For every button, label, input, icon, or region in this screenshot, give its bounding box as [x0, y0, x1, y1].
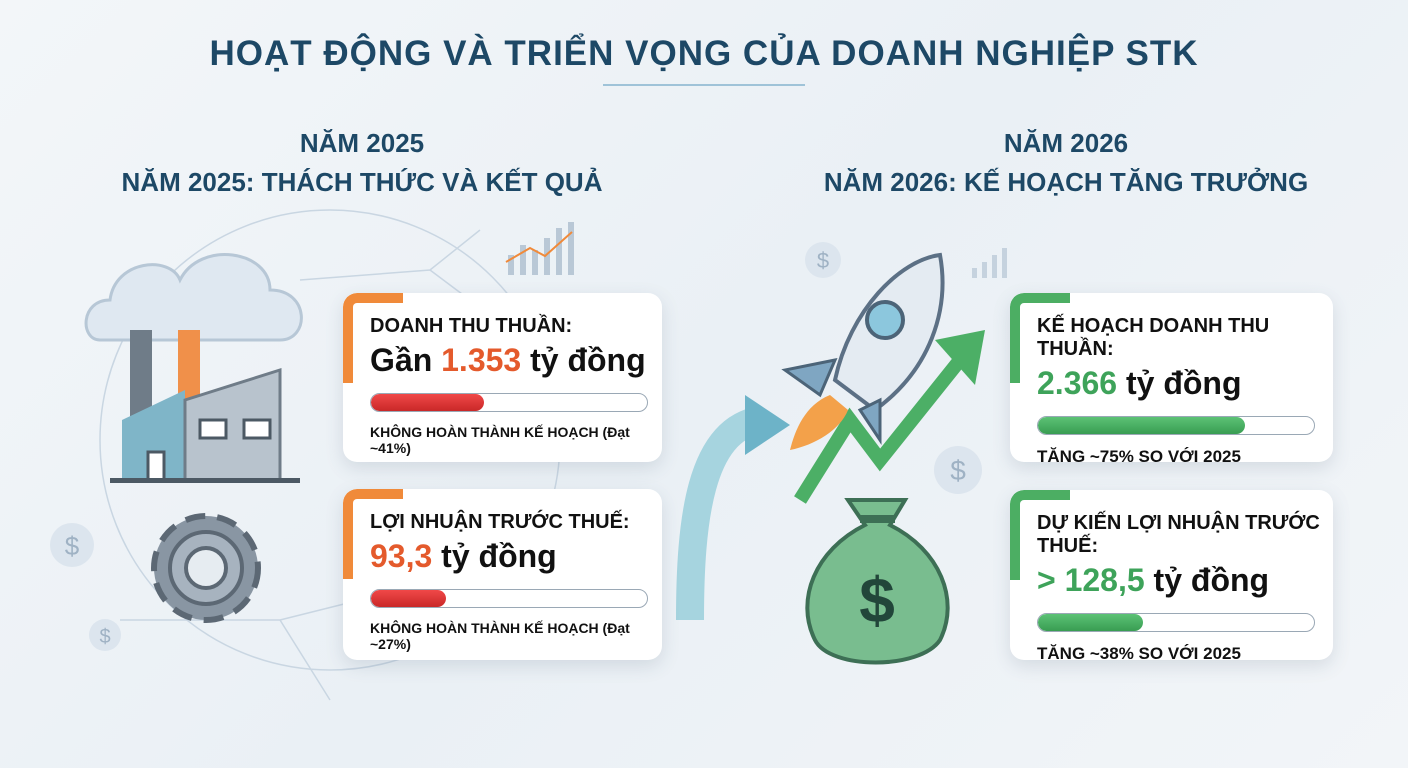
rocket-icon [781, 252, 945, 450]
revenue-2025-card: DOANH THU THUẦN: Gần 1.353 tỷ đồng KHÔNG… [343, 293, 662, 462]
svg-text:$: $ [950, 455, 966, 486]
card-value: Gần 1.353 tỷ đồng [370, 342, 662, 379]
gear-icon [151, 513, 261, 623]
dollar-coin-icon: $ [50, 523, 94, 567]
svg-text:$: $ [99, 626, 110, 648]
progress-fill [1038, 614, 1143, 631]
svg-text:$: $ [859, 564, 895, 636]
card-label: KẾ HOẠCH DOANH THU THUẦN: [1037, 315, 1270, 360]
growth-arrow-icon [794, 330, 985, 504]
card-accent [1010, 293, 1070, 383]
progress-bar [1037, 416, 1315, 435]
value-unit: tỷ đồng [432, 538, 557, 574]
progress-fill [371, 394, 485, 411]
card-label: LỢI NHUẬN TRƯỚC THUẾ: [370, 511, 630, 533]
section-subtitle: NĂM 2026: KẾ HOẠCH TĂNG TRƯỞNG [823, 167, 1309, 197]
profit-2026-card: DỰ KIẾN LỢI NHUẬN TRƯỚC THUẾ: > 128,5 tỷ… [1010, 490, 1333, 660]
svg-text:$: $ [817, 248, 829, 273]
bar-chart-icon [972, 248, 1007, 278]
progress-fill [371, 590, 446, 607]
progress-bar [370, 589, 648, 608]
card-value: 93,3 tỷ đồng [370, 538, 662, 575]
dollar-coin-icon: $ [934, 446, 982, 494]
revenue-2026-card: KẾ HOẠCH DOANH THU THUẦN: 2.366 tỷ đồng … [1010, 293, 1333, 462]
card-value: 2.366 tỷ đồng [1037, 365, 1333, 402]
progress-fill [1038, 417, 1245, 434]
cloud-icon [84, 253, 303, 342]
progress-bar [1037, 613, 1315, 632]
card-label: DỰ KIẾN LỢI NHUẬN TRƯỚC THUẾ: [1037, 512, 1320, 557]
card-note: TĂNG ~75% SO VỚI 2025 [1037, 447, 1241, 462]
section-subtitle: NĂM 2025: THÁCH THỨC VÀ KẾT QUẢ [121, 167, 603, 197]
section-heading-2026: NĂM 2026 NĂM 2026: KẾ HOẠCH TĂNG TRƯỞNG [766, 124, 1366, 202]
bar-chart-icon [505, 222, 574, 275]
card-accent [343, 293, 403, 383]
svg-text:$: $ [65, 531, 80, 561]
card-value: > 128,5 tỷ đồng [1037, 562, 1333, 599]
curved-arrow-icon [676, 395, 790, 621]
section-heading-2025: NĂM 2025 NĂM 2025: THÁCH THỨC VÀ KẾT QUẢ [62, 124, 662, 202]
year-heading: NĂM 2026 [1003, 128, 1129, 158]
page-title: HOẠT ĐỘNG VÀ TRIỂN VỌNG CỦA DOANH NGHIỆP… [209, 34, 1199, 73]
title-underline [603, 84, 805, 86]
progress-bar [370, 393, 648, 412]
card-note: TĂNG ~38% SO VỚI 2025 [1037, 644, 1241, 660]
value-number: > 128,5 [1037, 562, 1145, 598]
value-number: 2.366 [1037, 365, 1118, 401]
card-label: DOANH THU THUẦN: [370, 315, 573, 337]
value-unit: tỷ đồng [1117, 365, 1242, 401]
card-accent [343, 489, 403, 579]
money-bag-icon: $ [805, 498, 950, 665]
card-note: KHÔNG HOÀN THÀNH KẾ HOẠCH (Đạt ~27%) [370, 620, 630, 652]
year-heading: NĂM 2025 [299, 128, 425, 158]
factory-icon [110, 330, 300, 483]
profit-2025-card: LỢI NHUẬN TRƯỚC THUẾ: 93,3 tỷ đồng KHÔNG… [343, 489, 662, 660]
dollar-coin-icon: $ [805, 242, 841, 278]
card-note: KHÔNG HOÀN THÀNH KẾ HOẠCH (Đạt ~41%) [370, 424, 630, 456]
dollar-coin-icon: $ [89, 619, 121, 651]
value-number: 1.353 [441, 342, 522, 378]
value-unit: tỷ đồng [521, 342, 646, 378]
value-unit: tỷ đồng [1144, 562, 1270, 598]
card-accent [1010, 490, 1070, 580]
